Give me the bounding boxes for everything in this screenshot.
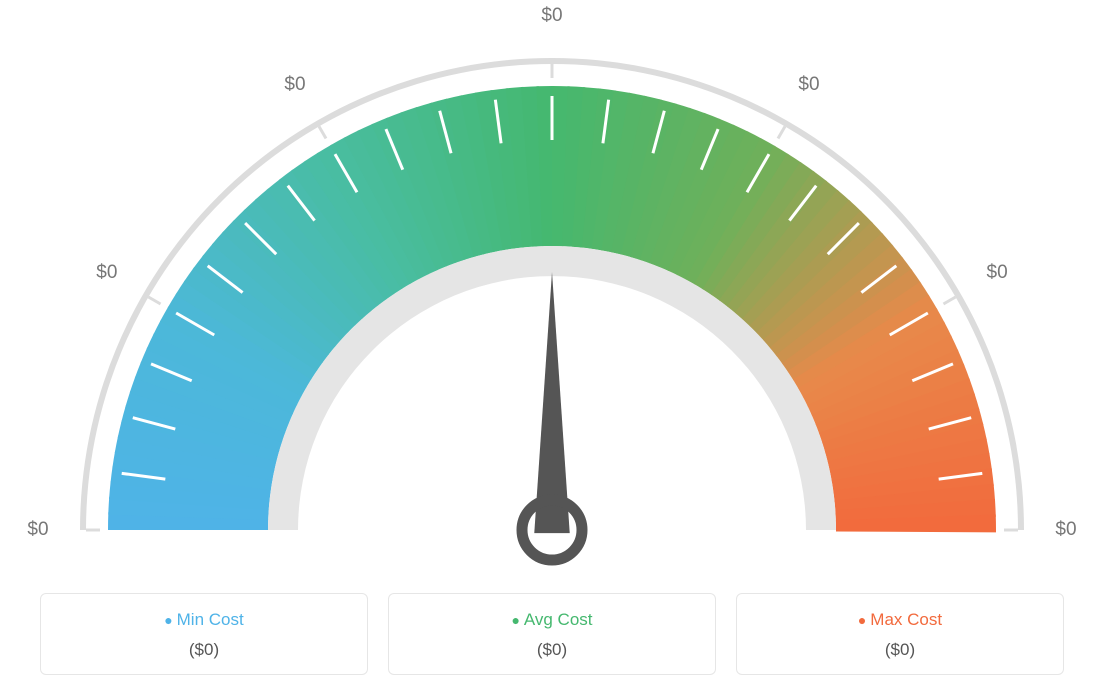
- gauge-chart-container: $0 $0 $0 $0 $0 $0 $0 Min Cost ($0) Avg Cost ($…: [0, 0, 1104, 690]
- gauge-svg: [0, 0, 1104, 575]
- gauge-area: $0 $0 $0 $0 $0 $0 $0: [0, 0, 1104, 575]
- gauge-tick-label: $0: [541, 5, 562, 27]
- gauge-tick-label: $0: [27, 519, 48, 541]
- legend-card-avg: Avg Cost ($0): [388, 593, 716, 675]
- legend-value-min: ($0): [51, 640, 357, 660]
- legend-card-max: Max Cost ($0): [736, 593, 1064, 675]
- gauge-tick-label: $0: [987, 262, 1008, 284]
- legend-value-avg: ($0): [399, 640, 705, 660]
- legend-value-max: ($0): [747, 640, 1053, 660]
- legend-label-avg: Avg Cost: [399, 610, 705, 630]
- legend-label-max: Max Cost: [747, 610, 1053, 630]
- gauge-tick-label: $0: [798, 74, 819, 96]
- legend-label-min: Min Cost: [51, 610, 357, 630]
- legend-row: Min Cost ($0) Avg Cost ($0) Max Cost ($0…: [40, 593, 1064, 675]
- gauge-tick-label: $0: [284, 74, 305, 96]
- legend-card-min: Min Cost ($0): [40, 593, 368, 675]
- gauge-tick-label: $0: [96, 262, 117, 284]
- gauge-tick-label: $0: [1055, 519, 1076, 541]
